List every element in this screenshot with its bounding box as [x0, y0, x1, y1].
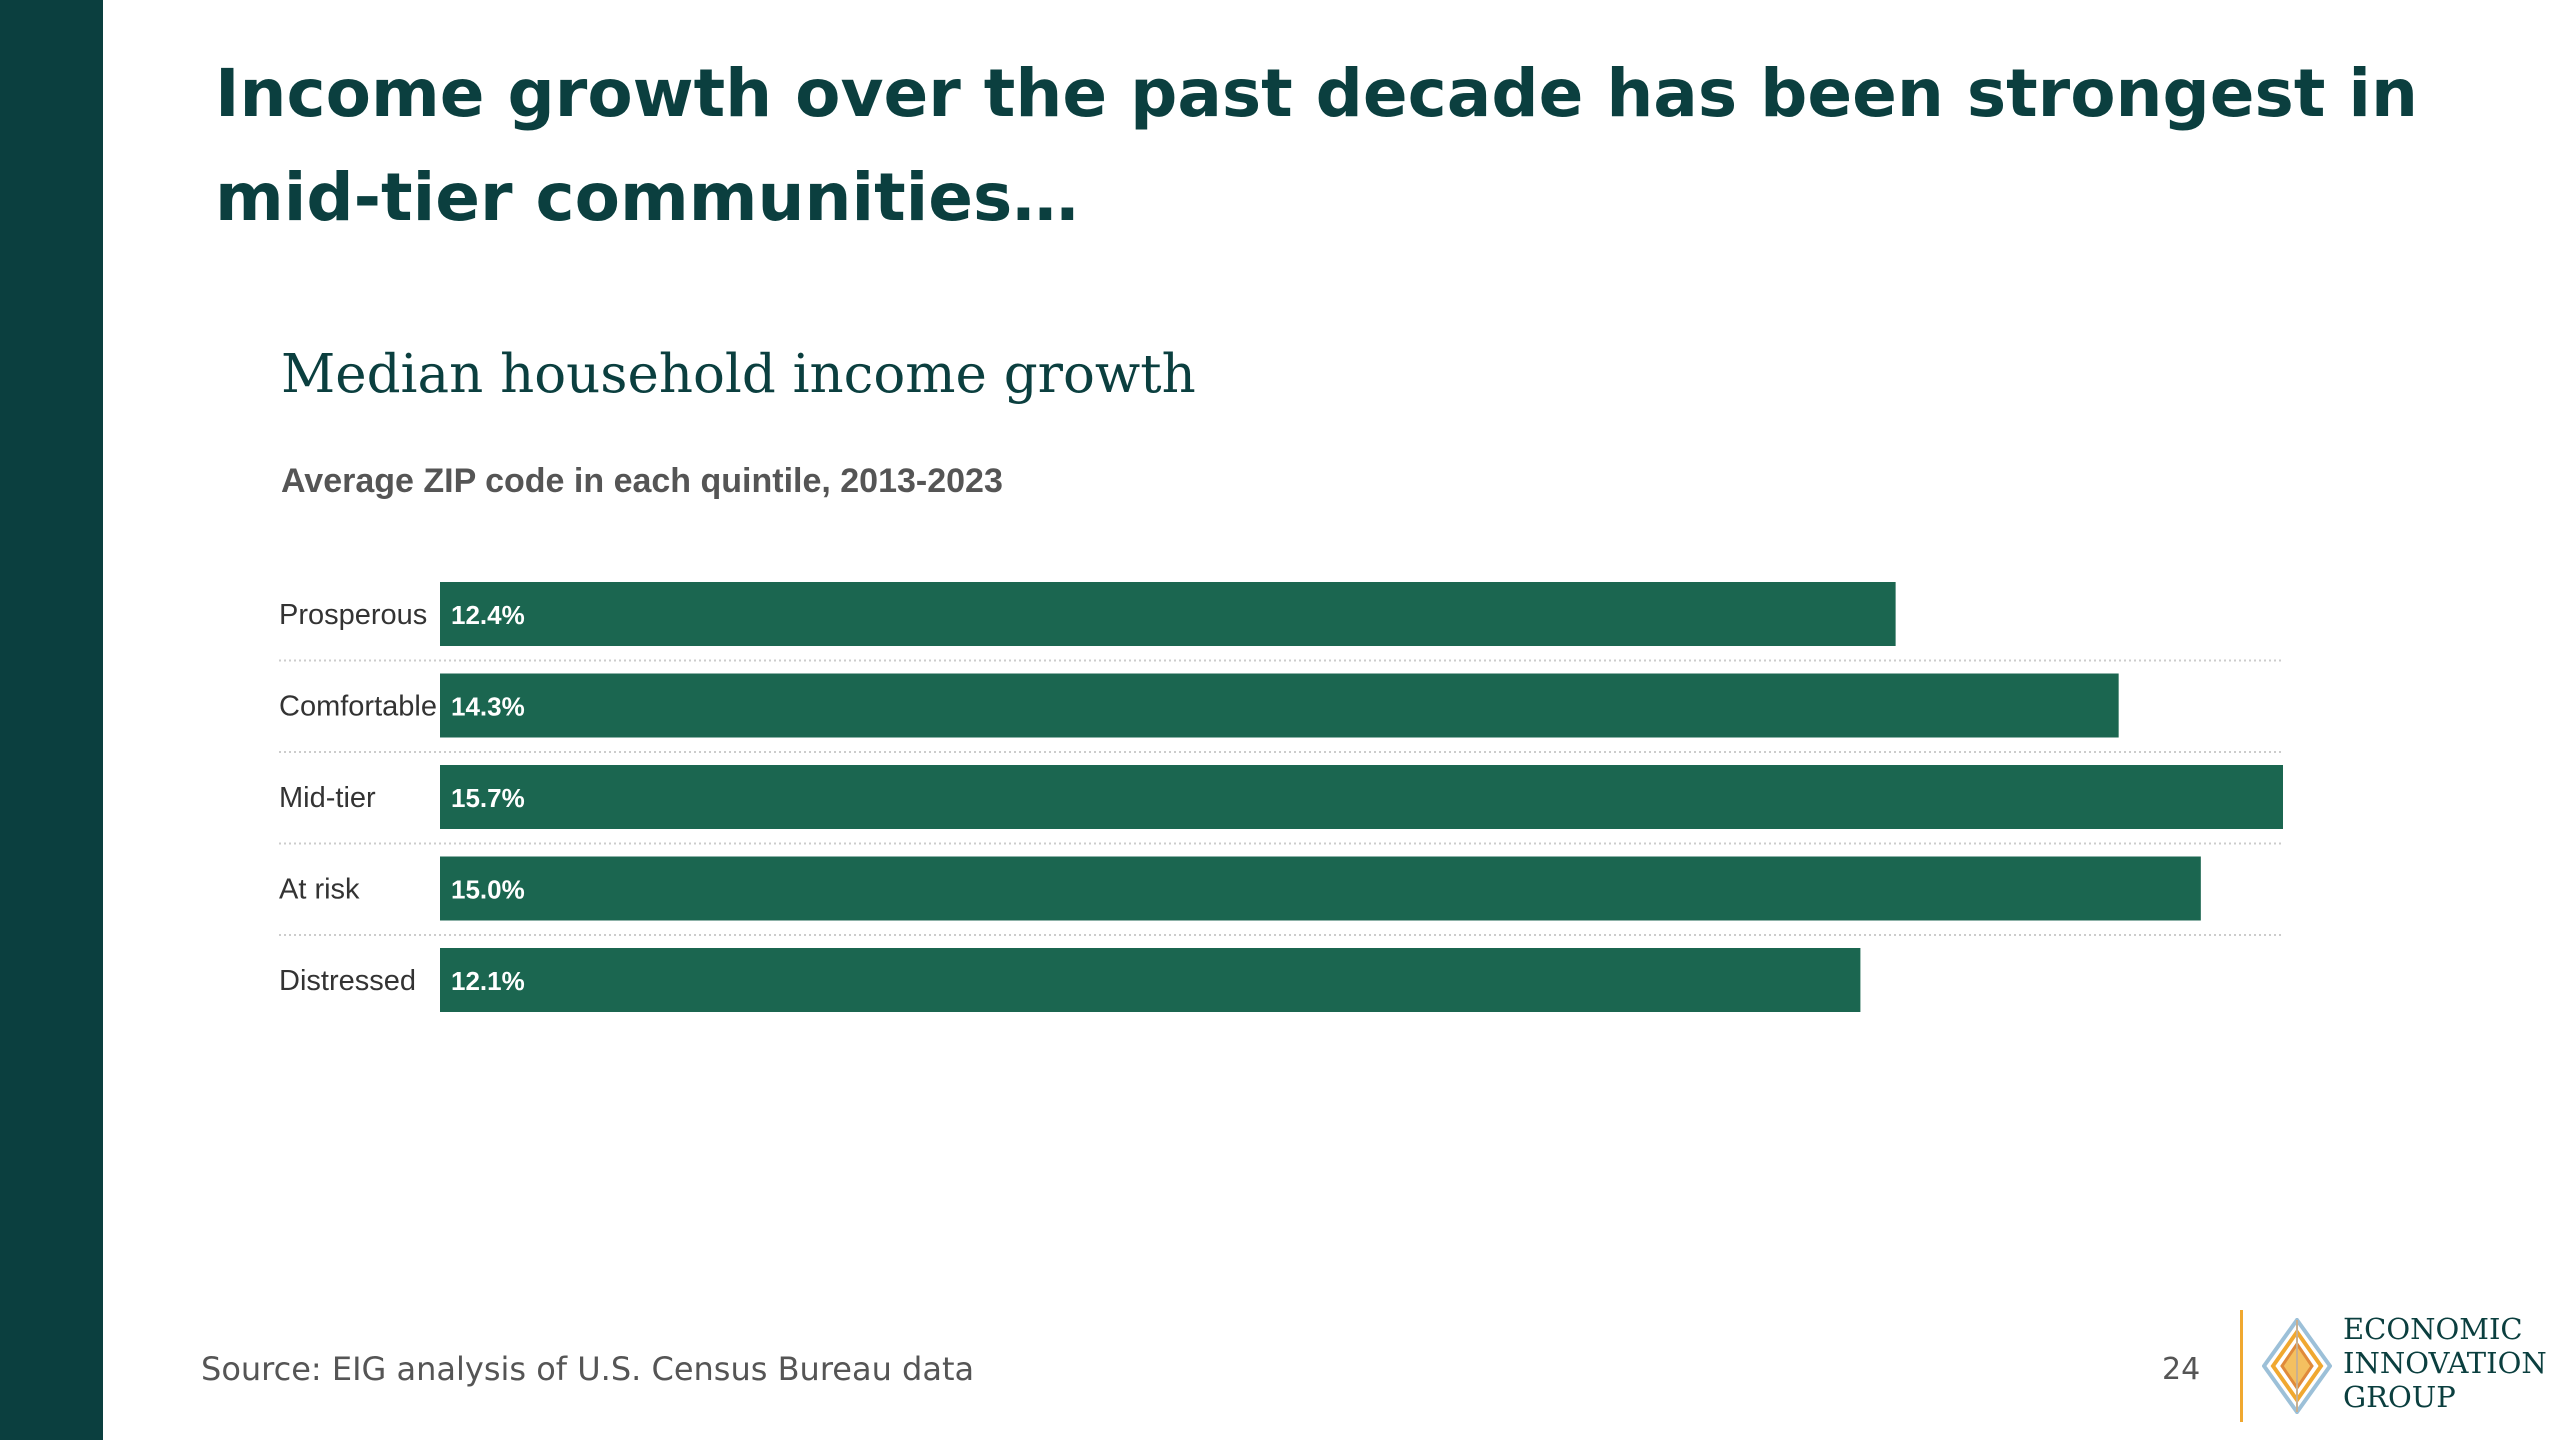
logo-line-group: GROUP — [2343, 1380, 2456, 1414]
logo-wordmark: ECONOMIC INNOVATION GROUP — [2343, 1312, 2547, 1414]
category-label: Prosperous — [279, 599, 427, 631]
category-label: Comfortable — [279, 691, 437, 723]
value-label: 15.7% — [451, 783, 525, 813]
value-label: 12.4% — [451, 600, 525, 630]
bar-mid-tier — [440, 765, 2283, 829]
bar-distressed — [440, 948, 1861, 1012]
category-label: Distressed — [279, 965, 416, 997]
diamond-logo-icon — [2262, 1318, 2332, 1414]
value-label: 15.0% — [451, 875, 525, 905]
bar-at-risk — [440, 856, 2201, 921]
slide-title: Income growth over the past decade has b… — [215, 55, 2418, 236]
sidebar-accent-bar — [0, 0, 103, 1440]
category-label: Mid-tier — [279, 782, 376, 814]
bar-prosperous — [440, 582, 1896, 646]
logo-divider — [2240, 1310, 2243, 1422]
bar-comfortable — [440, 673, 2119, 738]
chart-title: Median household income growth — [281, 344, 1196, 405]
logo-line-innovation: INNOVATION — [2343, 1346, 2547, 1380]
page-number: 24 — [2162, 1352, 2201, 1387]
category-label: At risk — [279, 874, 360, 906]
chart-subtitle: Average ZIP code in each quintile, 2013-… — [281, 462, 1003, 500]
value-label: 12.1% — [451, 966, 525, 996]
value-label: 14.3% — [451, 692, 525, 722]
logo-line-economic: ECONOMIC — [2343, 1312, 2523, 1346]
source-note: Source: EIG analysis of U.S. Census Bure… — [201, 1350, 975, 1388]
